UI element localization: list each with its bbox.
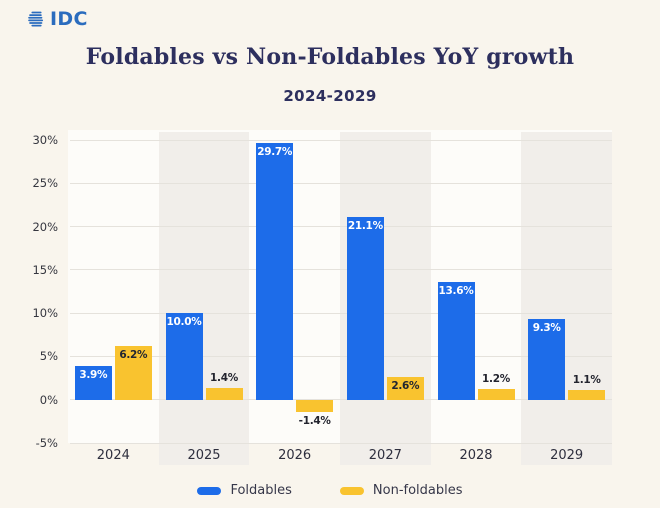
y-axis-tick-25%: 25% [32,176,58,191]
gridline-10% [70,312,612,314]
y-axis-tick-15%: 15% [32,262,58,277]
x-axis-label-2026: 2026 [278,448,312,463]
bar-value-label: 10.0% [166,316,202,329]
bar-non-foldables-2029 [568,390,606,400]
bar-foldables-2028: 13.6% [437,281,475,400]
gridline--5% [70,442,612,444]
gridline-30% [70,139,612,141]
bar-foldables-2029: 9.3% [528,319,566,400]
bar-foldables-2026: 29.7% [256,142,294,400]
legend-label-foldables: Foldables [230,483,292,498]
gridline-20% [70,226,612,228]
bar-value-label: 2.6% [391,380,420,393]
y-axis-tick-30%: 30% [32,133,58,147]
y-axis-tick-5%: 5% [39,349,58,364]
x-axis-label-2028: 2028 [459,448,493,463]
gridline-25% [70,182,612,184]
y-axis-tick-10%: 10% [32,306,58,321]
bar-value-label: 6.2% [119,349,148,362]
bar-value-label: 9.3% [532,322,561,335]
x-axis-label-2029: 2029 [550,448,584,463]
y-axis-tick-0%: 0% [39,392,58,407]
column-stripe-2029 [521,132,612,465]
chart-title: Foldables vs Non-Foldables YoY growth [85,44,575,70]
bar-value-label: -1.4% [298,414,331,427]
y-axis-tick--5%: -5% [35,436,58,450]
bar-value-label: 3.9% [79,368,108,381]
non-foldables-swatch [339,486,364,495]
foldables-swatch [197,486,222,495]
legend-label-non-foldables: Non-foldables [372,483,463,498]
bar-value-label: 29.7% [257,145,293,158]
bar-value-label: 1.1% [572,374,601,387]
bar-non-foldables-2028 [477,389,515,400]
bar-foldables-2025: 10.0% [165,313,203,400]
bar-non-foldables-2025 [205,387,243,400]
gridline-0% [70,399,612,401]
bar-value-label: 13.6% [438,284,474,297]
bar-non-foldables-2027: 2.6% [386,377,424,400]
gridline-15% [70,269,612,271]
x-axis-label-2027: 2027 [368,448,402,463]
plot-area: 3.9% 6.2% 2024 10.0% 1.4% 2025 29.7% -1.4% 2026 2… [68,130,612,475]
chart-subtitle: 2024-2029 [283,87,377,105]
idc-logo-text: IDC [50,8,88,30]
idc-globe-icon [26,9,47,30]
gridline-5% [70,355,612,357]
bar-non-foldables-2024: 6.2% [114,346,152,400]
y-axis-tick-20%: 20% [32,219,58,234]
bar-foldables-2024: 3.9% [74,365,112,400]
bar-value-label: 1.2% [482,373,510,386]
bar-foldables-2027: 21.1% [346,217,384,400]
bar-value-label: 1.4% [210,371,238,384]
legend-item-foldables: Foldables [197,483,292,498]
column-stripe-2025 [158,132,250,465]
legend-item-non-foldables: Non-foldables [339,483,463,498]
legend: Foldables Non-foldables [0,483,660,498]
x-axis-label-2025: 2025 [187,448,221,463]
idc-logo: IDC [26,8,88,30]
x-axis-label-2024: 2024 [96,448,130,463]
bar-value-label: 21.1% [347,220,383,233]
bar-non-foldables-2026 [296,399,334,412]
